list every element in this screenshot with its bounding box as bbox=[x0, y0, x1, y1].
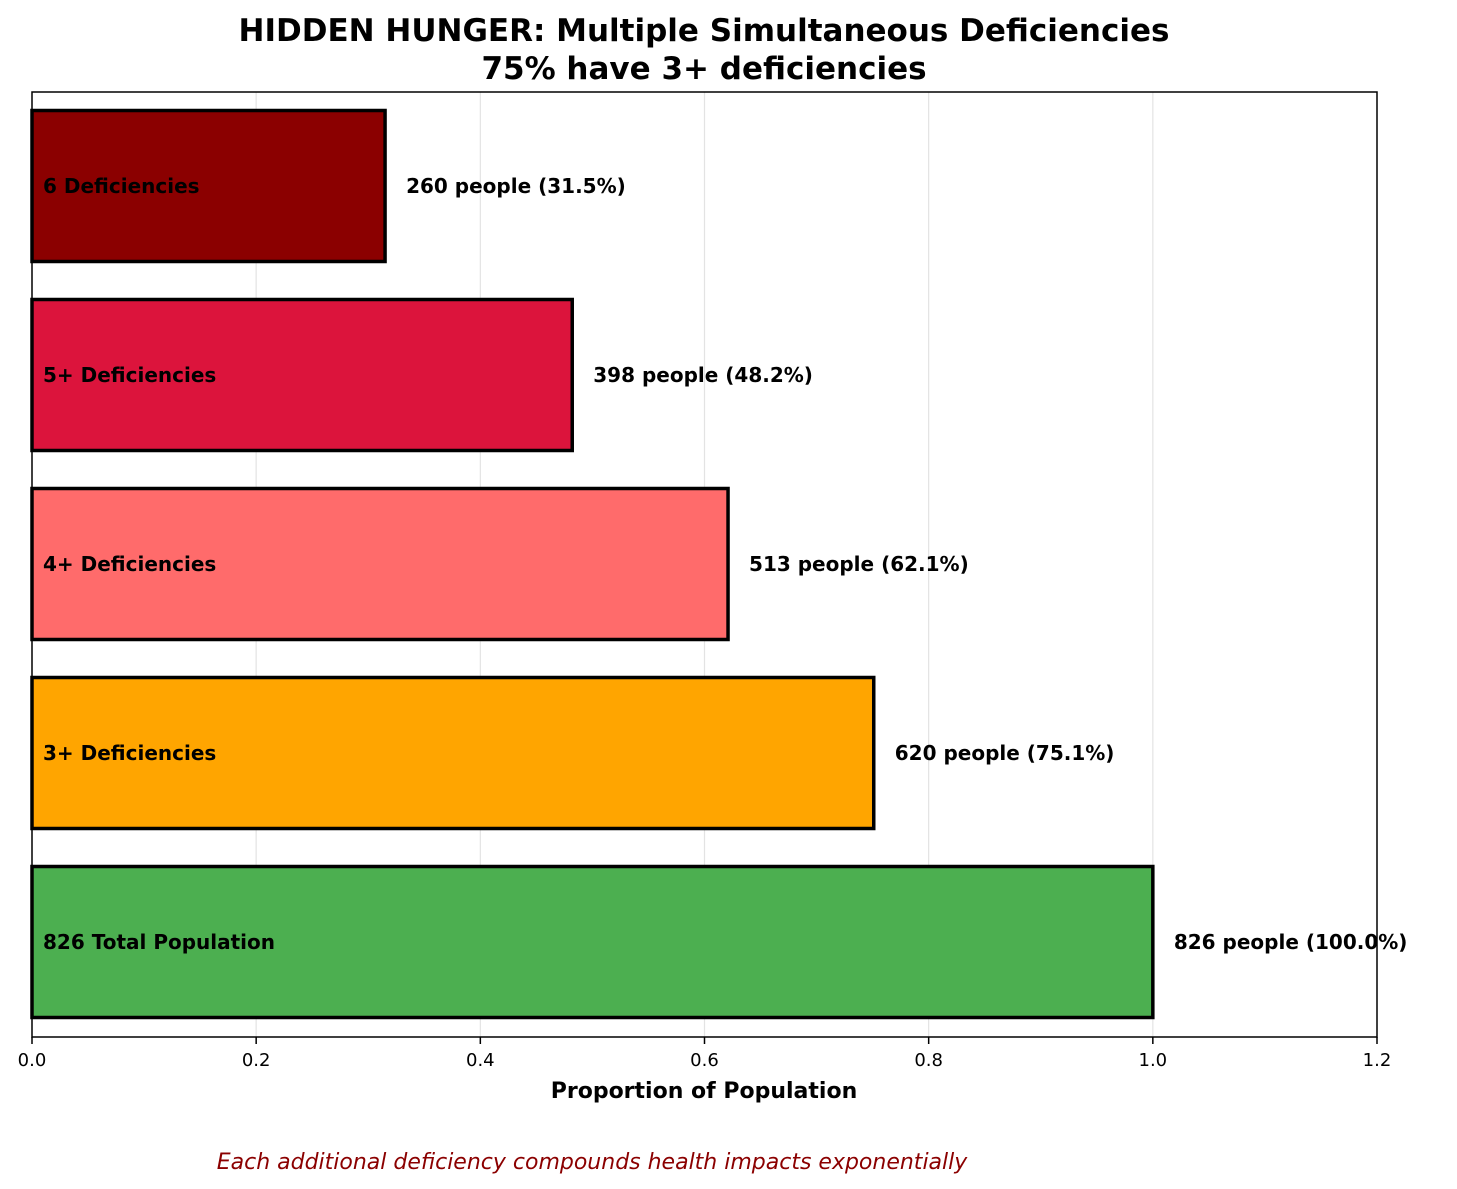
bar bbox=[30, 864, 1155, 1020]
bar bbox=[30, 486, 730, 642]
x-tick-label: 0.2 bbox=[242, 1050, 271, 1071]
x-axis-label: Proportion of Population bbox=[551, 1079, 858, 1104]
bar-label: 5+ Deficiencies bbox=[43, 363, 216, 387]
x-tick-label: 0.8 bbox=[914, 1050, 943, 1071]
x-tick-label: 1.0 bbox=[1139, 1050, 1168, 1071]
bar-value-label: 826 people (100.0%) bbox=[1174, 930, 1408, 954]
x-tick-label: 0.0 bbox=[18, 1050, 47, 1071]
chart-subtitle: 75% have 3+ deficiencies bbox=[481, 51, 926, 87]
bar-value-label: 513 people (62.1%) bbox=[749, 552, 969, 576]
bar-label: 6 Deficiencies bbox=[43, 174, 200, 198]
x-axis: 0.0 0.2 0.4 0.6 0.8 1.0 1.2 bbox=[18, 1037, 1392, 1071]
x-tick-label: 0.4 bbox=[466, 1050, 495, 1071]
x-tick-label: 1.2 bbox=[1363, 1050, 1392, 1071]
footnote: Each additional deficiency compounds hea… bbox=[217, 1150, 969, 1175]
bar bbox=[30, 108, 387, 264]
chart-title: HIDDEN HUNGER: Multiple Simultaneous Def… bbox=[239, 13, 1170, 49]
bar bbox=[30, 675, 876, 831]
bar-label: 4+ Deficiencies bbox=[43, 552, 216, 576]
bar-value-label: 260 people (31.5%) bbox=[406, 174, 626, 198]
bar-value-label: 620 people (75.1%) bbox=[895, 741, 1115, 765]
bars: 6 Deficiencies 260 people (31.5%) 5+ Defic… bbox=[30, 108, 1408, 1020]
bar-label: 826 Total Population bbox=[43, 930, 275, 954]
bar-label: 3+ Deficiencies bbox=[43, 741, 216, 765]
bar-value-label: 398 people (48.2%) bbox=[593, 363, 813, 387]
x-tick-label: 0.6 bbox=[690, 1050, 719, 1071]
